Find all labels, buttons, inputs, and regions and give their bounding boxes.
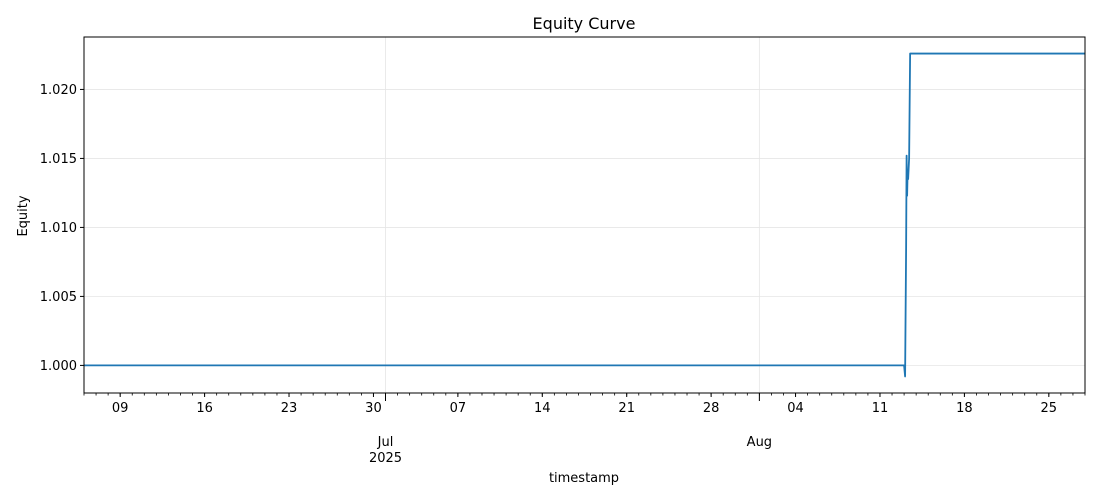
y-tick-label: 1.005 bbox=[40, 290, 77, 305]
chart-title: Equity Curve bbox=[533, 14, 636, 33]
x-month-label: Jul bbox=[377, 435, 394, 450]
y-tick-label: 1.010 bbox=[40, 221, 77, 236]
x-tick-label: 21 bbox=[618, 401, 635, 416]
series-layer bbox=[84, 52, 1085, 378]
x-tick-label: 23 bbox=[281, 401, 298, 416]
x-tick-label: 28 bbox=[703, 401, 720, 416]
x-tick-label: 14 bbox=[534, 401, 551, 416]
grid bbox=[84, 37, 1085, 393]
x-tick-label: 16 bbox=[196, 401, 213, 416]
x-axis-label: timestamp bbox=[549, 471, 619, 486]
y-tick-label: 1.000 bbox=[40, 359, 77, 374]
x-year-label: 2025 bbox=[369, 451, 402, 466]
y-tick-label: 1.015 bbox=[40, 152, 77, 167]
equity-series-line bbox=[84, 52, 1085, 378]
plot-frame bbox=[83, 36, 1086, 394]
x-tick-label: 04 bbox=[787, 401, 804, 416]
y-axis: 1.000 1.005 1.010 1.015 1.020 bbox=[40, 83, 84, 374]
y-tick-label: 1.020 bbox=[40, 83, 77, 98]
x-tick-label: 11 bbox=[872, 401, 889, 416]
y-axis-label: Equity bbox=[16, 195, 31, 236]
x-tick-label: 30 bbox=[365, 401, 382, 416]
x-tick-label: 07 bbox=[450, 401, 467, 416]
x-tick-label: 18 bbox=[956, 401, 973, 416]
x-tick-label: 09 bbox=[112, 401, 129, 416]
x-tick-label: 25 bbox=[1041, 401, 1058, 416]
x-month-label: Aug bbox=[747, 435, 772, 450]
